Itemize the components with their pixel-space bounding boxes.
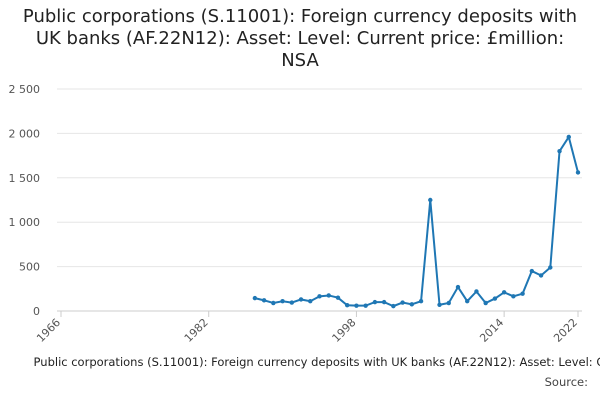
data-point (483, 300, 488, 306)
data-point (474, 289, 479, 294)
data-point (557, 148, 562, 154)
data-point (501, 290, 507, 295)
data-point (538, 273, 544, 278)
data-point (280, 299, 285, 304)
legend-label: Public corporations (S.11001): Foreign c… (34, 355, 600, 369)
x-tick-label: 2022 (551, 316, 580, 345)
data-point (428, 197, 433, 203)
y-tick-label: 1 500 (9, 172, 41, 185)
data-point (372, 299, 378, 305)
data-point (465, 299, 470, 304)
y-tick-label: 2 500 (9, 83, 41, 96)
data-point (548, 265, 553, 270)
data-point (446, 300, 451, 306)
data-point (381, 299, 387, 305)
y-tick-label: 0 (33, 305, 40, 318)
data-point (271, 300, 276, 306)
data-point (261, 298, 267, 303)
x-tick-label: 1966 (34, 316, 63, 345)
data-point (308, 299, 313, 304)
data-point (344, 303, 350, 308)
source: Source: (545, 375, 588, 389)
data-point (437, 302, 442, 307)
data-point (566, 134, 571, 140)
data-point (520, 291, 525, 296)
x-tick-label: 1982 (182, 316, 211, 345)
data-point (511, 294, 516, 299)
data-point (326, 293, 331, 298)
data-point (335, 295, 341, 300)
data-point (529, 268, 535, 274)
x-tick-label: 2014 (477, 316, 506, 345)
chart-title: Public corporations (S.11001): Foreign c… (22, 6, 578, 71)
data-point (455, 284, 461, 290)
y-tick-label: 2 000 (9, 127, 41, 140)
data-point (252, 295, 258, 301)
data-point (575, 170, 581, 175)
data-point (400, 300, 405, 305)
data-point (298, 297, 304, 302)
series-line (254, 134, 579, 308)
y-tick-label: 500 (19, 261, 40, 274)
data-point (363, 303, 368, 308)
data-point (418, 299, 424, 304)
data-point (492, 296, 498, 301)
data-point (354, 303, 359, 308)
data-point (289, 300, 295, 305)
y-tick-label: 1 000 (9, 216, 41, 229)
data-point (409, 302, 415, 307)
x-tick-label: 1998 (330, 316, 359, 345)
data-point (317, 294, 322, 299)
data-point (391, 303, 396, 309)
